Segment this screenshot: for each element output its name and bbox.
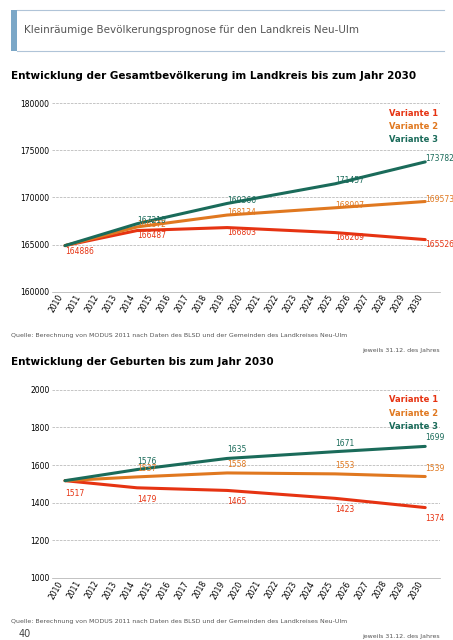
Text: 1539: 1539 (425, 463, 444, 472)
Text: 1576: 1576 (137, 456, 156, 465)
Text: Quelle: Berechnung von MODUS 2011 nach Daten des BLSD und der Gemeinden des Land: Quelle: Berechnung von MODUS 2011 nach D… (11, 619, 347, 624)
Text: 1553: 1553 (335, 461, 355, 470)
Text: Kleinräumige Bevölkerungsprognose für den Landkreis Neu-Ulm: Kleinräumige Bevölkerungsprognose für de… (24, 26, 359, 35)
Text: Entwicklung der Geburten bis zum Jahr 2030: Entwicklung der Geburten bis zum Jahr 20… (11, 357, 274, 367)
Text: 1671: 1671 (335, 438, 354, 448)
Text: 166487: 166487 (137, 231, 166, 240)
Text: 1517: 1517 (65, 490, 84, 499)
Text: 1537: 1537 (137, 464, 156, 473)
Text: 165526: 165526 (425, 240, 453, 249)
Text: 1374: 1374 (425, 515, 444, 524)
Text: 40: 40 (18, 628, 30, 639)
Text: 166803: 166803 (227, 228, 256, 237)
Text: 173782: 173782 (425, 154, 453, 163)
Text: 1423: 1423 (335, 505, 354, 514)
Text: 1479: 1479 (137, 495, 156, 504)
Text: Variante 2: Variante 2 (389, 408, 438, 417)
Text: 1635: 1635 (227, 445, 246, 454)
Text: 167210: 167210 (137, 216, 166, 225)
Text: 166872: 166872 (137, 220, 166, 229)
Text: 168907: 168907 (335, 201, 364, 210)
Text: 169366: 169366 (227, 196, 256, 205)
Text: Variante 3: Variante 3 (389, 136, 438, 145)
Text: jeweils 31.12. des Jahres: jeweils 31.12. des Jahres (362, 348, 439, 353)
Text: Variante 1: Variante 1 (389, 109, 438, 118)
Text: jeweils 31.12. des Jahres: jeweils 31.12. des Jahres (362, 634, 439, 639)
Text: Variante 3: Variante 3 (389, 422, 438, 431)
Text: 171457: 171457 (335, 176, 364, 185)
Text: 166269: 166269 (335, 233, 364, 243)
Text: 168134: 168134 (227, 209, 256, 218)
Text: Entwicklung der Gesamtbevölkerung im Landkreis bis zum Jahr 2030: Entwicklung der Gesamtbevölkerung im Lan… (11, 71, 416, 81)
Bar (11, 10, 17, 51)
Text: Variante 1: Variante 1 (389, 396, 438, 404)
Text: 164886: 164886 (65, 247, 94, 256)
Text: 169573: 169573 (425, 195, 453, 204)
Text: 1465: 1465 (227, 497, 246, 506)
Text: Variante 2: Variante 2 (389, 122, 438, 131)
Text: Quelle: Berechnung von MODUS 2011 nach Daten des BLSD und der Gemeinden des Land: Quelle: Berechnung von MODUS 2011 nach D… (11, 333, 347, 338)
Text: 1699: 1699 (425, 433, 444, 442)
Text: 1558: 1558 (227, 460, 246, 469)
